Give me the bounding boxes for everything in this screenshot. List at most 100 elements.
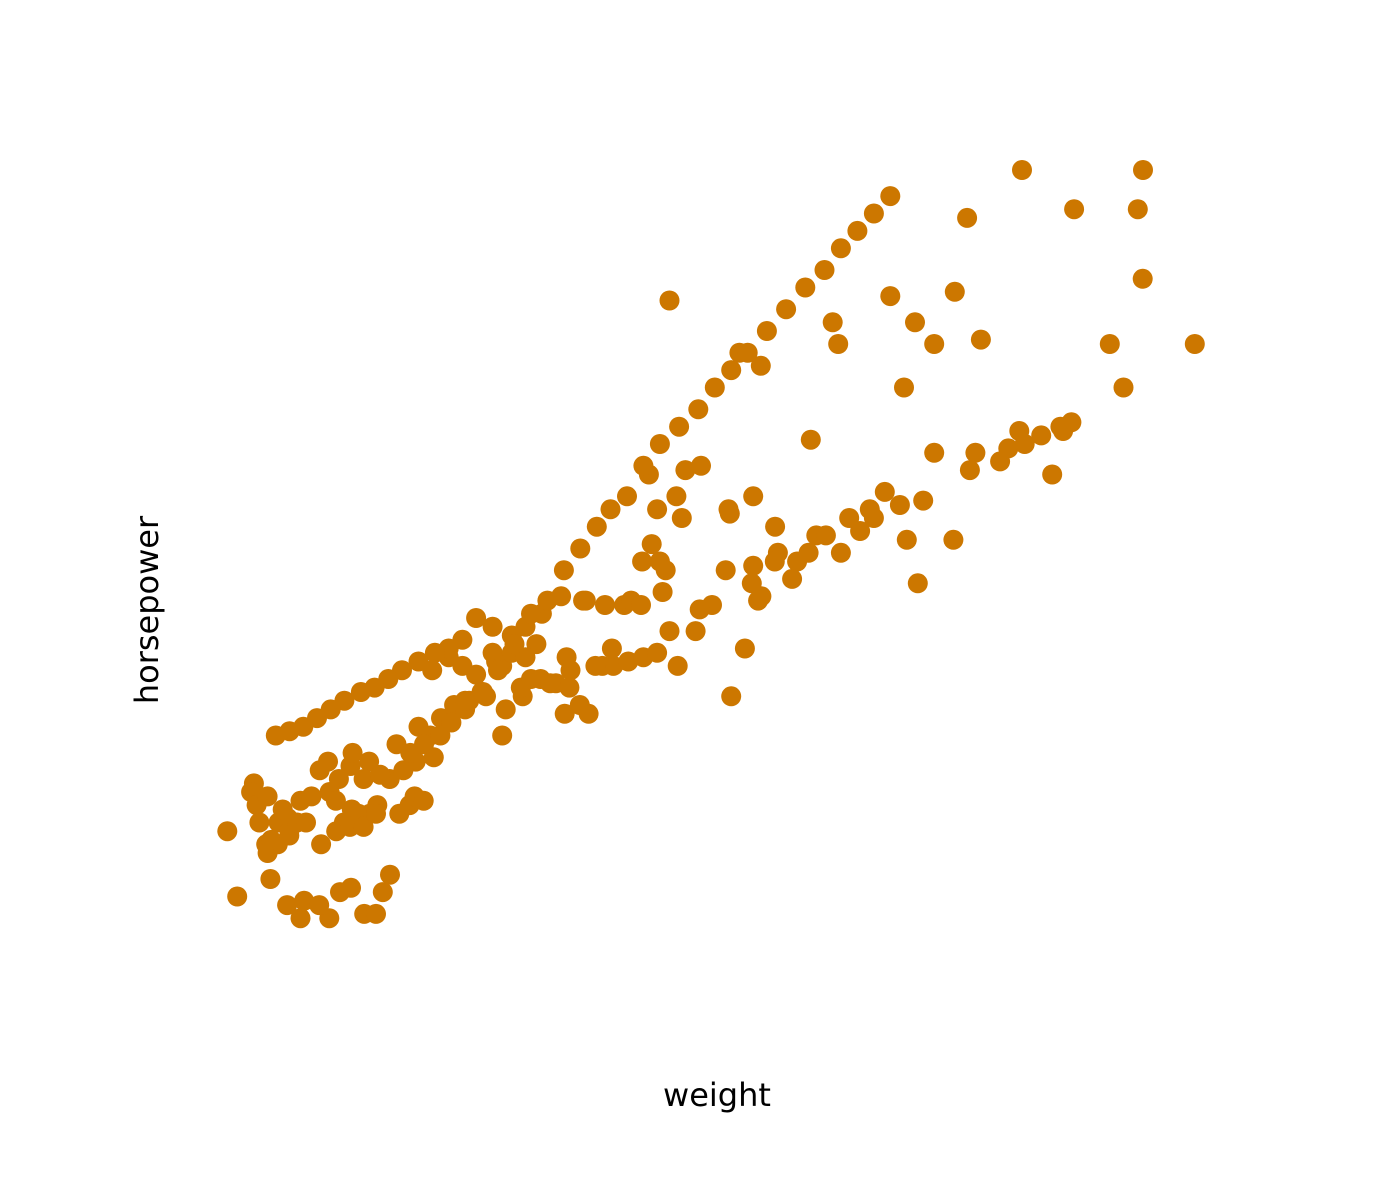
data-point	[675, 460, 696, 481]
data-point	[296, 812, 316, 833]
data-point	[301, 786, 322, 807]
data-point	[424, 642, 445, 663]
data-points	[217, 160, 1205, 929]
data-point	[1042, 464, 1063, 485]
data-point	[1132, 268, 1153, 289]
data-point	[647, 642, 668, 663]
data-point	[217, 821, 238, 842]
data-point	[366, 903, 386, 924]
data-point	[944, 281, 965, 302]
data-point	[631, 595, 651, 615]
data-point	[455, 690, 476, 711]
data-point	[618, 651, 639, 672]
data-point	[750, 355, 771, 376]
data-point	[765, 516, 786, 537]
data-point	[998, 438, 1019, 459]
data-point	[393, 760, 414, 781]
data-point	[570, 538, 591, 559]
data-point	[691, 455, 711, 476]
data-point	[413, 790, 434, 811]
data-point	[828, 334, 849, 354]
data-point	[905, 312, 925, 333]
data-point	[603, 655, 624, 676]
data-point	[556, 647, 577, 668]
data-point	[965, 442, 986, 463]
data-point	[737, 342, 758, 363]
data-point	[578, 703, 599, 724]
data-point	[721, 686, 742, 707]
data-point	[704, 377, 725, 398]
data-point	[715, 560, 736, 581]
data-point	[782, 568, 803, 589]
data-point	[889, 495, 910, 515]
data-point	[366, 803, 386, 824]
data-point	[800, 429, 821, 450]
data-point	[495, 699, 516, 720]
data-point	[652, 582, 673, 602]
data-point	[380, 864, 400, 885]
data-point	[585, 655, 606, 676]
data-point	[342, 742, 363, 763]
data-point	[473, 682, 493, 702]
data-point	[894, 377, 914, 398]
data-point	[880, 286, 901, 307]
data-point	[408, 651, 429, 672]
data-point	[874, 481, 895, 502]
data-point	[667, 655, 688, 676]
data-point	[1050, 416, 1071, 437]
data-point	[554, 703, 575, 724]
data-point	[540, 673, 561, 694]
data-point	[669, 416, 690, 437]
data-point	[957, 207, 978, 228]
data-point	[633, 455, 654, 476]
data-point	[515, 647, 536, 668]
data-point	[595, 595, 615, 615]
data-point	[688, 399, 709, 420]
data-point	[671, 508, 692, 528]
data-point	[559, 677, 580, 698]
data-point	[294, 890, 315, 911]
data-point	[600, 499, 621, 520]
data-point	[573, 590, 594, 611]
data-point	[1014, 434, 1035, 454]
data-point	[353, 816, 374, 837]
data-point	[601, 638, 622, 659]
data-point	[721, 360, 742, 381]
data-point	[764, 551, 785, 572]
data-point	[830, 542, 851, 563]
data-point	[482, 616, 503, 637]
data-point	[488, 660, 508, 681]
y-axis-label: horsepower	[128, 515, 166, 704]
data-point	[666, 486, 687, 507]
data-point	[1099, 334, 1120, 354]
data-point	[260, 869, 281, 889]
data-point	[839, 508, 860, 528]
data-point	[647, 499, 668, 520]
data-point	[1184, 334, 1205, 354]
data-point	[718, 499, 739, 520]
data-point	[659, 290, 680, 311]
data-point	[277, 895, 298, 916]
data-point	[441, 712, 462, 733]
data-point	[970, 329, 991, 350]
data-point	[325, 790, 346, 811]
data-point	[880, 186, 901, 207]
data-point	[257, 786, 278, 807]
data-point	[521, 669, 541, 689]
data-point	[553, 560, 574, 581]
data-point	[1064, 199, 1085, 220]
data-point	[924, 334, 945, 354]
data-point	[227, 886, 248, 907]
data-point	[685, 621, 706, 642]
data-point	[689, 599, 710, 620]
data-point	[1012, 160, 1032, 180]
data-point	[659, 621, 680, 642]
data-point	[370, 764, 391, 785]
data-point	[847, 220, 868, 241]
data-point	[655, 560, 676, 581]
data-point	[741, 573, 762, 594]
data-point	[311, 834, 332, 855]
data-point	[353, 769, 374, 789]
data-point	[318, 751, 338, 772]
